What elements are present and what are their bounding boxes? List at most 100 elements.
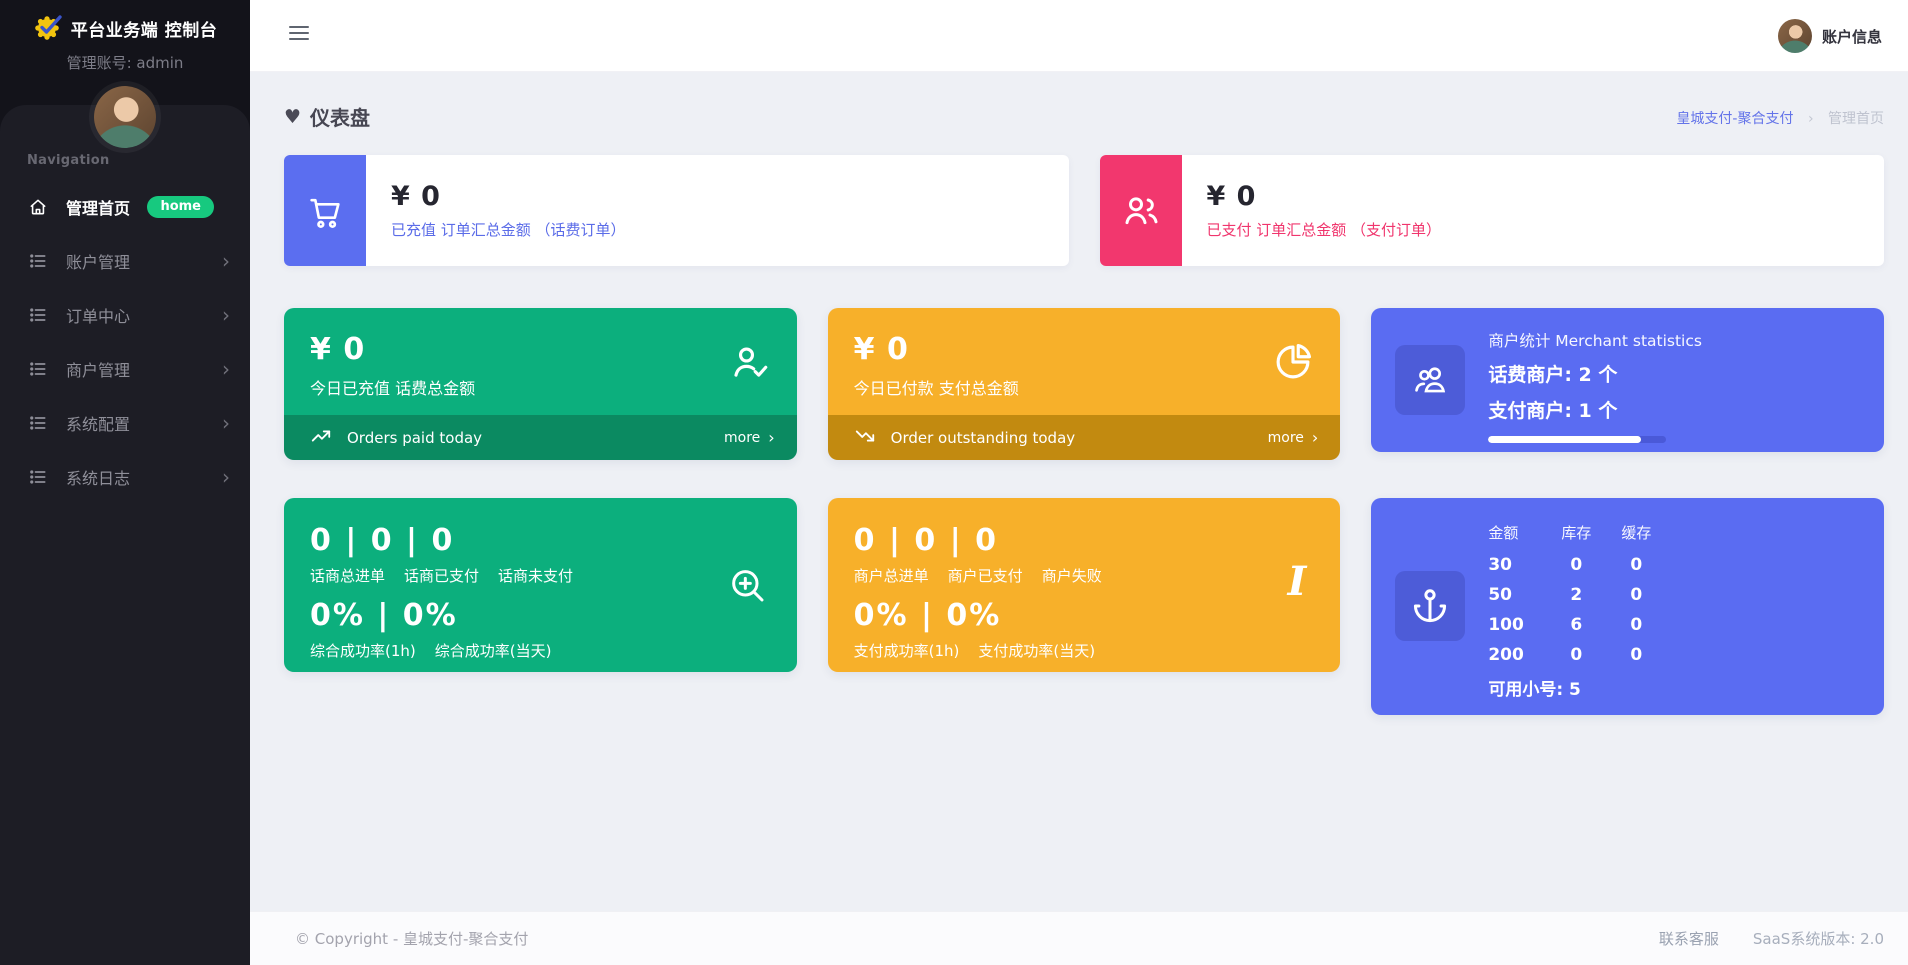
user-avatar[interactable] [94, 86, 156, 148]
metric-label: 综合成功率(1h) [310, 642, 416, 660]
sidebar-item-home[interactable]: 管理首页 home [0, 180, 250, 234]
main-content: ♥ 仪表盘 皇城支付-聚合支付 › 管理首页 [250, 72, 1908, 911]
phone-merchants-count: 话费商户: 2 个 [1488, 364, 1618, 386]
today-recharge-amount: ¥ 0 [310, 332, 366, 367]
card-body: ¥ 0 今日已付款 支付总金额 [827, 308, 1341, 415]
sidebar-item-label: 系统配置 [66, 415, 131, 434]
contact-support-link[interactable]: 联系客服 [1658, 930, 1719, 948]
metric-label: 商户总进单 [853, 567, 929, 585]
cell-stock: 6 [1570, 615, 1583, 635]
cell-stock: 0 [1570, 555, 1583, 575]
merchant-progress-bar [1488, 436, 1667, 443]
chevron-right-icon: › [222, 357, 230, 381]
sidebar-item-label: 订单中心 [66, 307, 131, 326]
topbar: 账户信息 [250, 0, 1908, 72]
cell-cache: 0 [1630, 555, 1643, 575]
today-recharge-card: ¥ 0 今日已充值 话费总金额 [284, 308, 797, 460]
home-icon [28, 197, 48, 217]
trend-up-icon [310, 425, 332, 451]
phone-merchant-metrics-card: 0 | 0 | 0 话商总进单 话商已支付 话商未支付 0% | 0% 综合成功… [284, 498, 797, 672]
phone-order-labels: 话商总进单 话商已支付 话商未支付 [310, 565, 771, 586]
merchant-statistics-card: 商户统计 Merchant statistics 话费商户: 2 个 支付商户:… [1371, 308, 1884, 452]
account-avatar [1777, 19, 1812, 53]
page-title: ♥ 仪表盘 [284, 102, 1884, 131]
metric-label: 支付成功率(1h) [853, 642, 960, 660]
table-row: 100 6 0 [1488, 615, 1666, 635]
users-icon-block [1099, 155, 1182, 266]
today-payment-subtitle: 今日已付款 支付总金额 [853, 379, 1019, 398]
app-logo: 平台业务端 控制台 [0, 0, 250, 43]
sidebar-item-system-logs[interactable]: 系统日志 › [0, 450, 250, 504]
inventory-card: 金额 库存 缓存 30 0 0 50 2 0 [1371, 498, 1884, 715]
orders-paid-today-link[interactable]: Orders paid today more › [284, 415, 797, 460]
paid-total-card: ¥ 0 已支付 订单汇总金额 （支付订单） [1099, 155, 1884, 266]
anchor-icon-block [1395, 571, 1466, 641]
account-info-button[interactable]: 账户信息 [1777, 0, 1882, 72]
inventory-table: 金额 库存 缓存 30 0 0 50 2 0 [1488, 522, 1666, 700]
table-row: 50 2 0 [1488, 585, 1666, 605]
list-icon [28, 305, 48, 325]
recharge-total-card: ¥ 0 已充值 订单汇总金额 （话费订单） [284, 155, 1069, 266]
app-title: 平台业务端 控制台 [70, 20, 218, 41]
phone-order-counts: 0 | 0 | 0 [310, 523, 455, 558]
chevron-right-icon: › [222, 303, 230, 327]
sidebar-item-merchants[interactable]: 商户管理 › [0, 342, 250, 396]
more-link[interactable]: more › [1268, 428, 1319, 447]
page-head: ♥ 仪表盘 皇城支付-聚合支付 › 管理首页 [250, 72, 1908, 131]
chevron-right-icon: › [222, 249, 230, 273]
sidebar-item-label: 商户管理 [66, 361, 131, 380]
logo-seal-check-icon [34, 15, 62, 40]
orders-outstanding-today-link[interactable]: Order outstanding today more › [827, 415, 1341, 460]
cell-amount: 30 [1488, 555, 1512, 575]
menu-toggle-button[interactable] [289, 26, 309, 42]
home-badge: home [147, 196, 214, 218]
saas-version-label: SaaS系统版本: 2.0 [1752, 930, 1884, 948]
more-label: more [1267, 429, 1304, 446]
payment-success-rate-labels: 支付成功率(1h) 支付成功率(当天) [854, 640, 1315, 661]
pie-chart-icon [1272, 341, 1314, 387]
nav-list: 管理首页 home 账户管理 › [0, 180, 250, 504]
account-info-label: 账户信息 [1821, 27, 1882, 46]
chevron-right-icon: › [768, 428, 775, 447]
users-group-icon-block [1395, 345, 1466, 415]
paid-subtitle: 已支付 订单汇总金额 （支付订单） [1206, 221, 1442, 239]
col-header-stock: 库存 [1561, 524, 1592, 542]
payment-success-rates: 0% | 0% [853, 598, 1002, 633]
list-icon [28, 467, 48, 487]
metric-label: 话商总进单 [310, 567, 386, 585]
more-link[interactable]: more › [724, 428, 775, 447]
col-header-cache: 缓存 [1621, 524, 1652, 542]
footer-label: Orders paid today [347, 428, 483, 447]
phone-success-rates: 0% | 0% [310, 598, 458, 633]
zoom-in-icon [727, 565, 767, 609]
metrics-row: 0 | 0 | 0 话商总进单 话商已支付 话商未支付 0% | 0% 综合成功… [284, 498, 1884, 715]
today-payment-amount: ¥ 0 [853, 332, 909, 367]
breadcrumb: 皇城支付-聚合支付 › 管理首页 [1676, 108, 1884, 128]
available-accounts-label: 可用小号: 5 [1488, 680, 1581, 700]
payment-merchant-metrics-card: 0 | 0 | 0 商户总进单 商户已支付 商户失败 0% | 0% 支付成功率… [827, 498, 1341, 672]
sidebar-item-system-config[interactable]: 系统配置 › [0, 396, 250, 450]
metric-label: 话商已支付 [404, 567, 480, 585]
metric-label: 商户已支付 [947, 567, 1023, 585]
sidebar-item-orders[interactable]: 订单中心 › [0, 288, 250, 342]
sidebar-item-label: 系统日志 [66, 469, 131, 488]
chevron-right-icon: › [222, 465, 230, 489]
sidebar-item-label: 管理首页 [66, 199, 131, 218]
breadcrumb-current: 管理首页 [1828, 111, 1884, 127]
breadcrumb-root-link[interactable]: 皇城支付-聚合支付 [1676, 111, 1794, 127]
footer-label: Order outstanding today [890, 428, 1076, 447]
page-footer: © Copyright - 皇城支付-聚合支付 联系客服 SaaS系统版本: 2… [250, 911, 1908, 965]
copyright-text: © Copyright - 皇城支付-聚合支付 [295, 930, 529, 948]
merchant-order-counts: 0 | 0 | 0 [853, 523, 998, 558]
users-group-icon [1415, 367, 1446, 393]
merchant-stats-title: 商户统计 Merchant statistics [1488, 332, 1702, 350]
phone-success-rate-labels: 综合成功率(1h) 综合成功率(当天) [310, 640, 771, 661]
cart-icon [310, 198, 340, 228]
sidebar-item-accounts[interactable]: 账户管理 › [0, 234, 250, 288]
cell-amount: 50 [1488, 585, 1512, 605]
metric-label: 综合成功率(当天) [434, 642, 552, 660]
cell-amount: 200 [1488, 645, 1524, 665]
cell-amount: 100 [1488, 615, 1524, 635]
paid-amount: ¥ 0 [1206, 181, 1257, 212]
